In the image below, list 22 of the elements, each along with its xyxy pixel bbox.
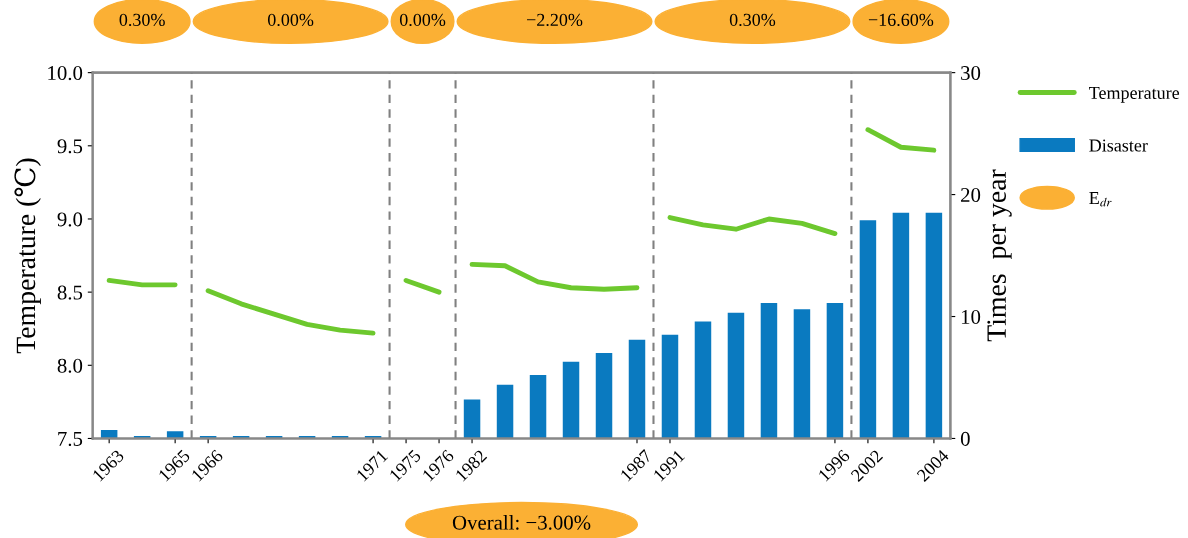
- legend-label: Disaster: [1089, 139, 1148, 152]
- text: 0.00%: [399, 13, 446, 27]
- y2-tick-label: 0: [960, 431, 970, 446]
- y2-axis-title: Times per year: [987, 169, 1012, 342]
- y-tick-label: 9.0: [57, 212, 83, 227]
- y2-tick-label: 20: [961, 187, 981, 203]
- text: 0.30%: [729, 13, 776, 27]
- y-tick-label: 10.0: [48, 66, 83, 81]
- y-tick-label: 9.5: [57, 139, 83, 154]
- y2-tick-label: 10: [961, 309, 981, 324]
- text: −16.60%: [868, 13, 934, 27]
- y-tick-label: 7.5: [58, 432, 83, 446]
- text: 0.30%: [119, 13, 165, 27]
- legend-label: Temperature: [1089, 87, 1180, 103]
- text: 0.00%: [267, 13, 314, 27]
- text: −2.20%: [527, 13, 583, 27]
- y-tick-label: 8.5: [57, 285, 83, 300]
- y-axis-title: Temperature (℃): [14, 158, 41, 354]
- y-tick-label: 8.0: [57, 358, 83, 373]
- y2-tick-label: 30: [961, 66, 981, 81]
- text: E$_{dr}$: [1089, 192, 1112, 207]
- text: Overall: −3.00%: [452, 515, 591, 530]
